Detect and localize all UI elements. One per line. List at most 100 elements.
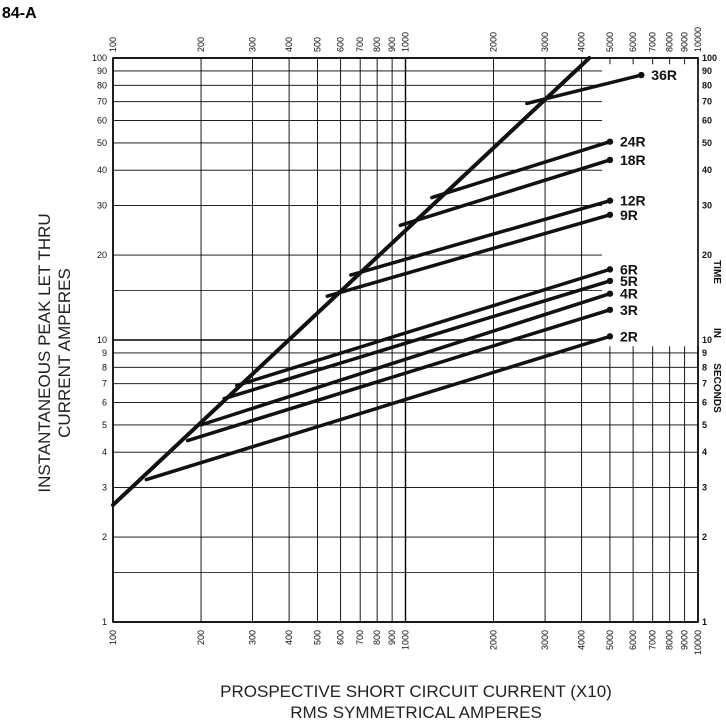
series-end-point-5R <box>606 277 614 285</box>
right-tick-label: 9 <box>702 348 707 358</box>
x-tick-label-top: 500 <box>312 37 322 52</box>
right-tick-label: 6 <box>702 398 707 408</box>
x-tick-label-bottom: 800 <box>372 630 382 645</box>
x-tick-label-bottom: 300 <box>248 630 258 645</box>
x-tick-label-bottom: 1000 <box>401 630 411 650</box>
x-tick-label-bottom: 7000 <box>648 630 658 650</box>
y-tick-label: 8 <box>102 362 107 372</box>
x-tick-label-top: 6000 <box>628 32 638 52</box>
series-end-point-6R <box>606 266 614 273</box>
right-tick-label: 90 <box>702 66 712 76</box>
threshold-line <box>111 56 592 507</box>
right-tick-label: 20 <box>702 250 712 260</box>
series-end-point-24R <box>606 138 614 145</box>
x-tick-label-top: 200 <box>196 37 206 52</box>
right-tick-label: 40 <box>702 165 712 175</box>
grid <box>112 57 699 623</box>
x-axis-title-line-2: RMS SYMMETRICAL AMPERES <box>290 703 542 722</box>
series-end-point-3R <box>606 306 614 313</box>
right-axis-title-word: TIME <box>711 260 722 284</box>
x-tick-label-bottom: 9000 <box>680 630 690 650</box>
series-line-18R <box>398 158 612 228</box>
y-tick-label: 80 <box>97 80 107 90</box>
series-end-point-18R <box>606 156 614 164</box>
series-line-5R <box>222 279 612 401</box>
x-tick-label-bottom: 200 <box>196 630 206 645</box>
x-tick-label-top: 4000 <box>577 32 587 52</box>
right-tick-label: 100 <box>702 53 717 63</box>
x-tick-label-bottom: 6000 <box>628 630 638 650</box>
series-line-12R <box>349 198 612 277</box>
y-axis-title: INSTANTANEOUS PEAK LET THRU CURRENT AMPE… <box>35 213 74 492</box>
x-tick-label-top: 700 <box>355 37 365 52</box>
x-tick-label-bottom: 4000 <box>577 630 587 650</box>
data-marks <box>111 56 645 507</box>
x-tick-label-bottom: 900 <box>387 630 397 645</box>
series-label-24R: 24R <box>620 134 646 150</box>
right-tick-label: 3 <box>702 482 707 492</box>
label-mask <box>602 64 699 347</box>
y-tick-label: 10 <box>97 335 107 345</box>
x-tick-label-top: 5000 <box>605 32 615 52</box>
y-tick-label: 90 <box>97 66 107 76</box>
series-label-6R: 6R <box>620 261 638 277</box>
y-tick-label: 4 <box>102 447 107 457</box>
series-label-5R: 5R <box>620 273 638 289</box>
x-tick-label-top: 2000 <box>489 32 499 52</box>
y-tick-label: 5 <box>102 420 107 430</box>
series-line-2R <box>144 334 612 482</box>
x-tick-label-bottom: 5000 <box>605 630 615 650</box>
y-tick-label: 60 <box>97 116 107 126</box>
x-tick-label-top: 8000 <box>665 32 675 52</box>
chart-title: 84-A <box>2 5 37 22</box>
x-tick-label-top: 600 <box>336 37 346 52</box>
x-tick-label-bottom: 100 <box>108 630 118 645</box>
y-tick-label: 70 <box>97 97 107 107</box>
x-tick-label-bottom: 10000 <box>693 630 703 655</box>
right-tick-label: 2 <box>702 532 707 542</box>
x-tick-label-bottom: 2000 <box>489 630 499 650</box>
series-line-36R <box>525 73 644 106</box>
series-line-6R <box>235 267 612 388</box>
right-axis-title-word: IN <box>711 328 722 338</box>
y-axis-title-line-1: INSTANTANEOUS PEAK LET THRU <box>35 213 54 492</box>
right-axis-title: TIME IN SECONDS <box>711 260 722 413</box>
x-tick-label-bottom: 600 <box>336 630 346 645</box>
x-tick-label-top: 10000 <box>693 27 703 52</box>
x-tick-label-top: 9000 <box>680 32 690 52</box>
right-tick-label: 50 <box>702 138 712 148</box>
x-tick-label-top: 7000 <box>648 32 658 52</box>
series-label-2R: 2R <box>620 328 638 344</box>
y-tick-label: 1 <box>102 617 107 627</box>
x-tick-label-top: 300 <box>248 37 258 52</box>
x-tick-label-bottom: 8000 <box>665 630 675 650</box>
y-tick-label: 100 <box>92 53 107 63</box>
right-tick-label: 60 <box>702 116 712 126</box>
y-tick-label: 50 <box>97 138 107 148</box>
series-line-9R <box>325 213 612 298</box>
series-end-point-12R <box>606 197 614 204</box>
series-label-18R: 18R <box>620 152 646 168</box>
series-line-3R <box>185 308 612 443</box>
x-tick-label-bottom: 400 <box>284 630 294 645</box>
x-axis-title-line-1: PROSPECTIVE SHORT CIRCUIT CURRENT (X10) <box>220 682 612 701</box>
series-label-12R: 12R <box>620 193 646 209</box>
right-tick-label: 8 <box>702 362 707 372</box>
x-tick-label-top: 900 <box>387 37 397 52</box>
y-tick-label: 2 <box>102 532 107 542</box>
x-tick-label-top: 800 <box>372 37 382 52</box>
x-tick-label-bottom: 700 <box>355 630 365 645</box>
y-tick-label: 3 <box>102 482 107 492</box>
series-end-point-2R <box>606 333 614 340</box>
series-line-24R <box>430 139 612 200</box>
y-tick-label: 9 <box>102 348 107 358</box>
right-tick-label: 70 <box>702 97 712 107</box>
x-tick-label-top: 3000 <box>540 32 550 52</box>
series-end-point-36R <box>638 71 645 79</box>
x-tick-label-bottom: 3000 <box>540 630 550 650</box>
series-label-9R: 9R <box>620 207 638 223</box>
series-line-4R <box>199 291 612 427</box>
y-axis-title-line-2: CURRENT AMPERES <box>55 268 74 438</box>
